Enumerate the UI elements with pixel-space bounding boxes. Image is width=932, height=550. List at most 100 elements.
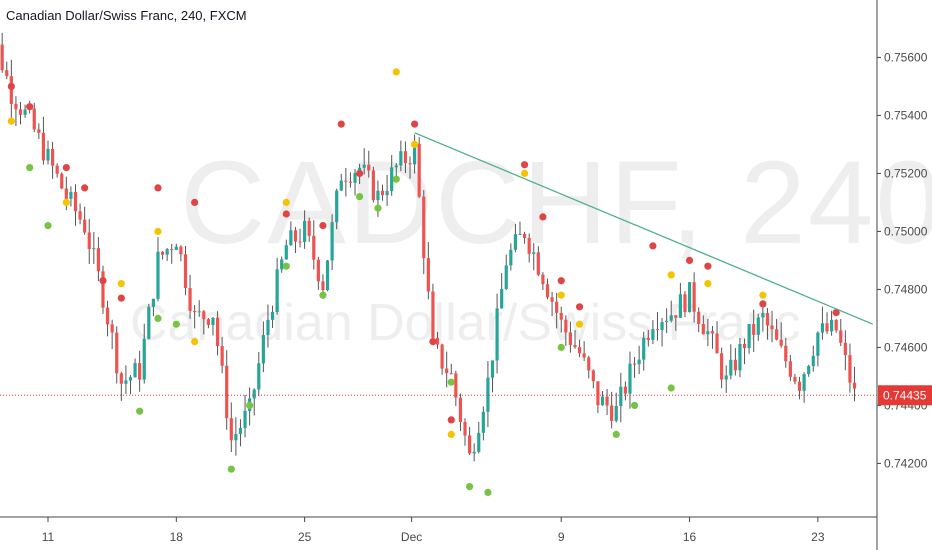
candle-up <box>238 427 243 435</box>
candle-up <box>261 335 265 364</box>
candle-up <box>518 233 522 235</box>
signal-dot-red <box>99 277 107 285</box>
candle-up <box>665 320 669 323</box>
candle-up <box>124 380 128 384</box>
candle-up <box>490 360 495 378</box>
signal-dot-red <box>117 294 125 302</box>
last-price-badge <box>878 385 932 406</box>
signal-dot-green <box>630 401 639 409</box>
candle-down <box>37 129 41 133</box>
candle-down <box>784 345 788 362</box>
candle-down <box>417 143 421 197</box>
candle-down <box>298 241 302 243</box>
signal-dot-green <box>392 175 400 183</box>
candle-down <box>733 359 737 371</box>
trendline <box>414 132 874 325</box>
candle-down <box>316 259 320 282</box>
candle-down <box>293 230 298 242</box>
x-tick-label: Dec <box>401 530 422 544</box>
candle-up <box>820 323 825 333</box>
signal-dot-green <box>154 314 162 322</box>
candle-up <box>303 220 307 242</box>
signal-dot-green <box>612 430 620 438</box>
candle-down <box>582 353 586 358</box>
candle-up <box>687 282 692 313</box>
signal-dot-yellow <box>520 169 529 177</box>
x-tick-label: 18 <box>170 530 184 544</box>
candle-down <box>371 170 375 201</box>
candle-down <box>587 357 591 371</box>
candle-up <box>174 246 178 251</box>
candle-up <box>280 259 284 270</box>
candle-down <box>41 132 46 161</box>
candle-down <box>770 325 774 330</box>
signal-dot-green <box>447 378 455 386</box>
signal-dot-red <box>7 82 15 90</box>
signal-dot-red <box>832 309 840 317</box>
candle-down <box>96 248 101 272</box>
candle-down <box>559 312 563 320</box>
candle-up <box>92 248 96 250</box>
candle-down <box>307 220 311 236</box>
candle-down <box>18 109 23 115</box>
candle-down <box>367 164 371 171</box>
candle-down <box>839 330 843 343</box>
candle-up <box>513 234 518 250</box>
candle-down <box>321 281 325 291</box>
candle-down <box>742 343 747 349</box>
signal-dot-red <box>539 213 547 221</box>
candle-up <box>275 269 279 312</box>
signal-dot-yellow <box>557 291 565 299</box>
candle-down <box>825 323 829 332</box>
candle-up <box>472 451 476 454</box>
candle-up <box>128 377 133 381</box>
y-tick-label: 0.75600 <box>884 50 928 64</box>
candle-down <box>119 373 123 384</box>
candle-up <box>481 411 485 433</box>
candle-up <box>761 313 765 318</box>
signal-dot-green <box>136 407 144 415</box>
candle-up <box>23 109 27 115</box>
candle-down <box>105 307 110 325</box>
candle-down <box>834 320 838 331</box>
candle-down <box>73 191 78 212</box>
candle-down <box>78 211 82 220</box>
candle-down <box>101 271 105 308</box>
candle-down <box>160 251 165 255</box>
candle-up <box>642 337 646 360</box>
candle-down <box>348 181 353 183</box>
candle-down <box>454 373 458 398</box>
signal-dot-green <box>26 164 34 172</box>
candle-down <box>110 324 114 333</box>
signal-dot-green <box>356 193 364 201</box>
signal-dot-red <box>649 242 657 250</box>
candle-down <box>220 346 224 366</box>
candle-up <box>270 311 275 320</box>
candle-down <box>564 319 568 333</box>
signal-dot-red <box>520 161 529 169</box>
signal-dot-yellow <box>392 68 400 76</box>
signal-dot-green <box>374 204 382 212</box>
signal-dot-red <box>81 184 89 192</box>
candle-down <box>701 323 705 335</box>
candle-up <box>362 164 366 168</box>
signal-dot-green <box>282 262 290 270</box>
chart-title: Canadian Dollar/Swiss Franc, 240, FXCM <box>6 8 247 23</box>
candle-down <box>0 44 4 71</box>
candle-up <box>756 317 760 335</box>
candle-down <box>610 405 614 421</box>
signal-dot-red <box>557 277 565 285</box>
y-tick-label: 0.75000 <box>884 224 928 238</box>
candle-down <box>545 284 550 298</box>
candle-up <box>197 311 201 313</box>
signal-dot-yellow <box>62 198 70 206</box>
candle-up <box>257 363 261 390</box>
signal-dot-green <box>246 401 254 409</box>
candle-up <box>486 377 490 412</box>
candle-down <box>646 337 650 340</box>
signal-dot-green <box>667 384 675 392</box>
candle-up <box>156 251 160 299</box>
y-tick-label: 0.74600 <box>884 340 928 354</box>
candle-down <box>463 421 467 436</box>
